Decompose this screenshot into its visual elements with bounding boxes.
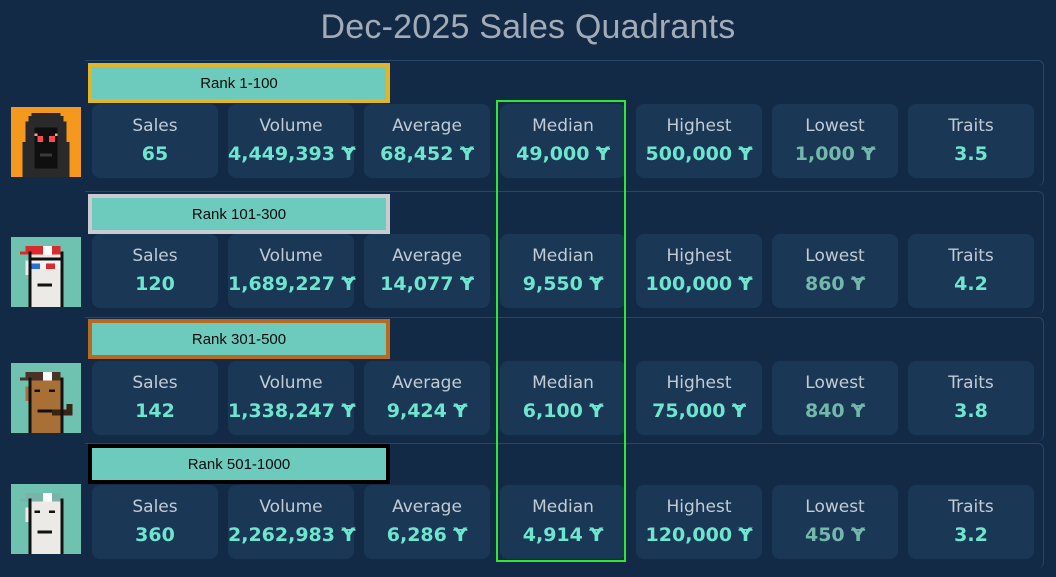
sales-stat: Sales 360	[92, 485, 218, 559]
stat-label: Lowest	[805, 497, 865, 517]
stat-label: Median	[532, 373, 594, 393]
lowest-stat: Lowest 450 Ɏ	[772, 485, 898, 559]
stat-label: Volume	[259, 246, 323, 266]
stat-value: 120,000 Ɏ	[645, 524, 753, 546]
stat-label: Highest	[666, 246, 732, 266]
stat-label: Sales	[132, 497, 178, 517]
stat-label: Volume	[259, 497, 323, 517]
stat-label: Traits	[948, 116, 994, 136]
lowest-stat: Lowest 1,000 Ɏ	[772, 104, 898, 178]
median-stat: Median 49,000 Ɏ	[500, 104, 626, 178]
stat-value: 360	[135, 524, 175, 546]
stat-label: Highest	[666, 497, 732, 517]
stat-value: 1,689,227 Ɏ	[228, 273, 356, 295]
stat-value: 3.8	[954, 400, 988, 422]
stat-value: 2,262,983 Ɏ	[228, 524, 356, 546]
stat-label: Traits	[948, 246, 994, 266]
median-stat: Median 9,550 Ɏ	[500, 234, 626, 308]
stat-label: Sales	[132, 246, 178, 266]
sales-stat: Sales 120	[92, 234, 218, 308]
stat-label: Median	[532, 246, 594, 266]
stat-label: Traits	[948, 373, 994, 393]
highest-stat: Highest 75,000 Ɏ	[636, 361, 762, 435]
traits-stat: Traits 4.2	[908, 234, 1034, 308]
volume-stat: Volume 1,338,247 Ɏ	[228, 361, 356, 435]
stat-value: 3.2	[954, 524, 988, 546]
stat-value: 65	[141, 143, 169, 165]
stat-value: 4.2	[954, 273, 988, 295]
highest-stat: Highest 500,000 Ɏ	[636, 104, 762, 178]
stat-value: 860 Ɏ	[804, 273, 866, 295]
stat-value: 9,424 Ɏ	[386, 400, 468, 422]
stat-value: 9,550 Ɏ	[522, 273, 604, 295]
rank-badge: Rank 1-100	[88, 63, 390, 103]
lowest-stat: Lowest 840 Ɏ	[772, 361, 898, 435]
median-stat: Median 4,914 Ɏ	[500, 485, 626, 559]
stat-label: Volume	[259, 116, 323, 136]
stat-value: 1,338,247 Ɏ	[228, 400, 356, 422]
stat-label: Lowest	[805, 116, 865, 136]
stat-value: 68,452 Ɏ	[380, 143, 474, 165]
highest-stat: Highest 120,000 Ɏ	[636, 485, 762, 559]
rank-badge: Rank 301-500	[88, 319, 390, 359]
volume-stat: Volume 4,449,393 Ɏ	[228, 104, 356, 178]
stat-value: 49,000 Ɏ	[516, 143, 610, 165]
stat-value: 120	[135, 273, 175, 295]
average-stat: Average 9,424 Ɏ	[364, 361, 490, 435]
average-stat: Average 68,452 Ɏ	[364, 104, 490, 178]
stat-label: Average	[392, 497, 462, 517]
stat-label: Sales	[132, 373, 178, 393]
stat-label: Average	[392, 373, 462, 393]
stat-value: 75,000 Ɏ	[652, 400, 746, 422]
stat-value: 840 Ɏ	[804, 400, 866, 422]
sales-stat: Sales 65	[92, 104, 218, 178]
stat-label: Traits	[948, 497, 994, 517]
sales-stat: Sales 142	[92, 361, 218, 435]
traits-stat: Traits 3.8	[908, 361, 1034, 435]
stat-label: Average	[392, 246, 462, 266]
stat-label: Median	[532, 116, 594, 136]
rank-badge: Rank 501-1000	[88, 444, 390, 484]
stat-value: 6,286 Ɏ	[386, 524, 468, 546]
stat-value: 1,000 Ɏ	[794, 143, 876, 165]
traits-stat: Traits 3.5	[908, 104, 1034, 178]
stat-value: 450 Ɏ	[804, 524, 866, 546]
stat-value: 6,100 Ɏ	[522, 400, 604, 422]
stat-label: Average	[392, 116, 462, 136]
cap-punk-icon	[11, 483, 81, 555]
highest-stat: Highest 100,000 Ɏ	[636, 234, 762, 308]
stat-label: Lowest	[805, 246, 865, 266]
stat-value: 500,000 Ɏ	[645, 143, 753, 165]
traits-stat: Traits 3.2	[908, 485, 1034, 559]
median-stat: Median 6,100 Ɏ	[500, 361, 626, 435]
average-stat: Average 6,286 Ɏ	[364, 485, 490, 559]
stat-value: 3.5	[954, 143, 988, 165]
stat-label: Highest	[666, 116, 732, 136]
volume-stat: Volume 2,262,983 Ɏ	[228, 485, 356, 559]
stat-label: Sales	[132, 116, 178, 136]
volume-stat: Volume 1,689,227 Ɏ	[228, 234, 356, 308]
stat-value: 14,077 Ɏ	[380, 273, 474, 295]
stat-label: Lowest	[805, 373, 865, 393]
stat-label: Volume	[259, 373, 323, 393]
cap-pipe-punk-icon	[11, 362, 81, 434]
average-stat: Average 14,077 Ɏ	[364, 234, 490, 308]
stat-value: 4,914 Ɏ	[522, 524, 604, 546]
stat-value: 4,449,393 Ɏ	[228, 143, 356, 165]
stat-value: 142	[135, 400, 175, 422]
hooded-punk-icon	[11, 106, 81, 178]
lowest-stat: Lowest 860 Ɏ	[772, 234, 898, 308]
cap-3d-glasses-punk-icon	[11, 236, 81, 308]
rank-badge: Rank 101-300	[88, 194, 390, 234]
page-title: Dec-2025 Sales Quadrants	[320, 8, 736, 46]
stat-label: Median	[532, 497, 594, 517]
stat-label: Highest	[666, 373, 732, 393]
stat-value: 100,000 Ɏ	[645, 273, 753, 295]
